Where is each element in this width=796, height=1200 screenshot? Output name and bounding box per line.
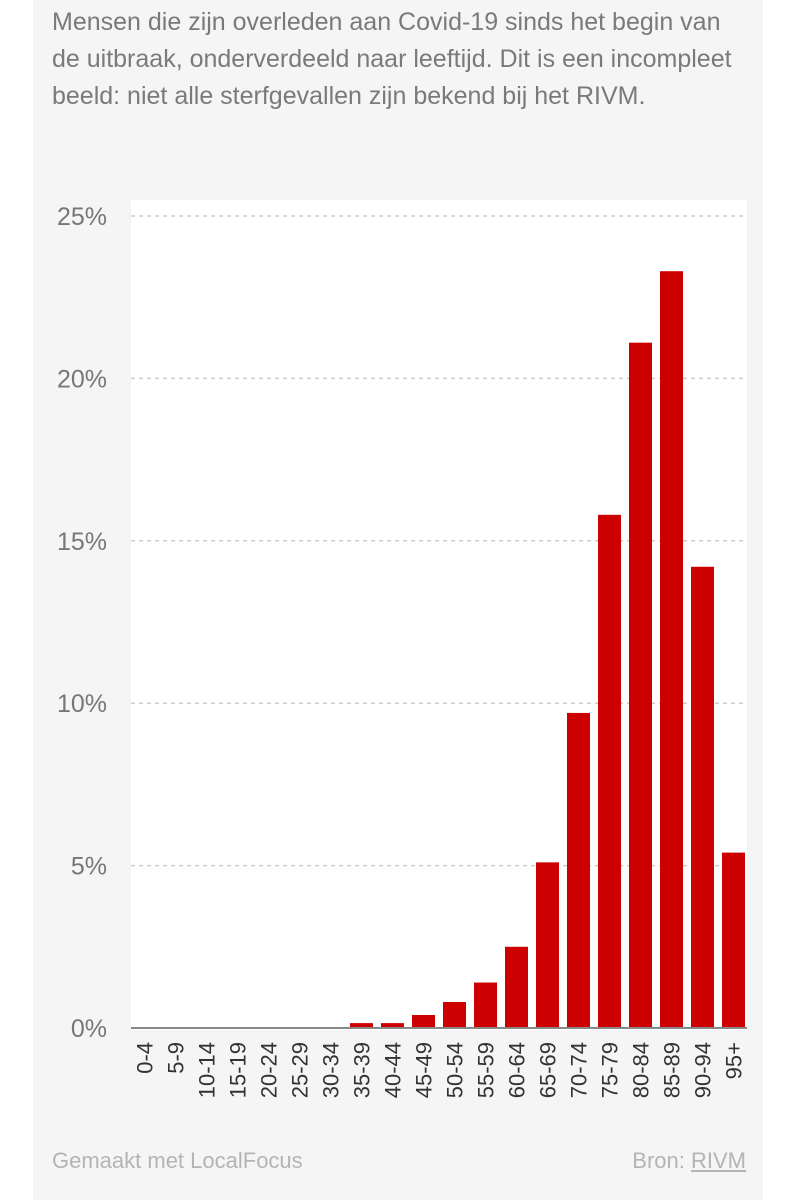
source-label: Bron: bbox=[632, 1148, 685, 1173]
y-tick-label: 0% bbox=[71, 1015, 107, 1043]
x-tick-label: 0-4 bbox=[133, 1042, 158, 1074]
x-tick-label: 15-19 bbox=[226, 1042, 251, 1098]
x-tick-label: 65-69 bbox=[536, 1042, 561, 1098]
bar-45-49[interactable] bbox=[412, 1015, 435, 1028]
bar-40-44[interactable] bbox=[381, 1023, 404, 1028]
x-tick-label: 40-44 bbox=[381, 1042, 406, 1098]
bar-95+[interactable] bbox=[722, 852, 745, 1028]
y-tick-label: 25% bbox=[57, 203, 107, 231]
y-tick-label: 15% bbox=[57, 528, 107, 556]
bar-80-84[interactable] bbox=[629, 342, 652, 1028]
x-tick-label: 60-64 bbox=[505, 1042, 530, 1098]
x-tick-label: 20-24 bbox=[257, 1042, 282, 1098]
x-tick-label: 10-14 bbox=[195, 1042, 220, 1098]
bar-70-74[interactable] bbox=[567, 712, 590, 1028]
made-with-localfocus: Gemaakt met LocalFocus bbox=[52, 1148, 303, 1173]
x-tick-label: 55-59 bbox=[474, 1042, 499, 1098]
x-tick-label: 85-89 bbox=[660, 1042, 685, 1098]
grid-lines bbox=[131, 215, 747, 867]
chart-subtitle: Mensen die zijn overleden aan Covid-19 s… bbox=[52, 8, 732, 110]
bar-55-59[interactable] bbox=[474, 982, 497, 1028]
bar-75-79[interactable] bbox=[598, 514, 621, 1028]
bar-90-94[interactable] bbox=[691, 566, 714, 1028]
source-credit: Bron: RIVM bbox=[632, 1148, 746, 1174]
bars bbox=[350, 271, 745, 1028]
bar-60-64[interactable] bbox=[505, 946, 528, 1028]
x-axis: 0-4 5-9 10-14 15-19 20-24 25-29 30-34 35-39 40-4… bbox=[133, 1042, 747, 1098]
x-tick-label: 25-29 bbox=[288, 1042, 313, 1098]
bar-85-89[interactable] bbox=[660, 271, 683, 1028]
x-tick-label: 80-84 bbox=[629, 1042, 654, 1098]
source-link-rivm[interactable]: RIVM bbox=[691, 1148, 746, 1173]
x-tick-label: 5-9 bbox=[164, 1042, 189, 1074]
y-tick-label: 10% bbox=[57, 690, 107, 718]
x-tick-label: 90-94 bbox=[691, 1042, 716, 1098]
x-tick-label: 75-79 bbox=[598, 1042, 623, 1098]
y-tick-label: 5% bbox=[71, 853, 107, 881]
bar-65-69[interactable] bbox=[536, 862, 559, 1028]
bar-50-54[interactable] bbox=[443, 1002, 466, 1028]
x-tick-label: 30-34 bbox=[319, 1042, 344, 1098]
x-tick-label: 45-49 bbox=[412, 1042, 437, 1098]
bar-35-39[interactable] bbox=[350, 1023, 373, 1028]
x-tick-label: 70-74 bbox=[567, 1042, 592, 1098]
x-tick-label: 50-54 bbox=[443, 1042, 468, 1098]
x-tick-label: 35-39 bbox=[350, 1042, 375, 1098]
x-tick-label: 95+ bbox=[722, 1042, 747, 1079]
y-tick-label: 20% bbox=[57, 365, 107, 393]
y-axis: 0% 5% 10% 15% 20% 25% bbox=[57, 203, 107, 1043]
